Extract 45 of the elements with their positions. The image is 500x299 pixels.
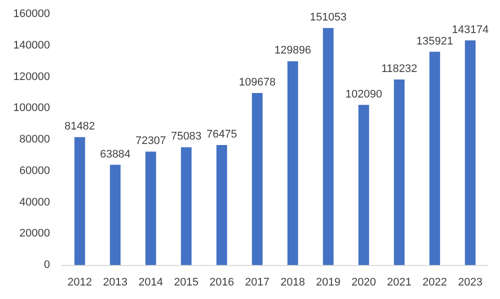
x-tick-label: 2019 xyxy=(316,276,340,288)
y-tick-label: 60000 xyxy=(19,164,50,177)
bar xyxy=(429,52,440,265)
data-label: 143174 xyxy=(452,24,489,36)
x-tick-label: 2020 xyxy=(352,276,376,288)
bar xyxy=(287,61,298,265)
bar xyxy=(358,104,370,265)
y-tick-label: 120000 xyxy=(13,70,50,83)
data-label: 81482 xyxy=(64,120,96,133)
data-label: 135921 xyxy=(416,35,454,48)
bar xyxy=(322,28,334,265)
x-tick-label: 2018 xyxy=(280,276,305,288)
data-label: 118232 xyxy=(381,63,418,76)
bar xyxy=(464,40,476,265)
y-tick-label: 80000 xyxy=(19,134,50,146)
y-tick-label: 0 xyxy=(44,259,50,271)
x-tick-label: 2022 xyxy=(422,276,447,288)
bar xyxy=(180,147,192,265)
y-tick-label: 160000 xyxy=(13,8,50,20)
x-tick-label: 2017 xyxy=(245,276,270,288)
data-label: 129896 xyxy=(274,44,312,57)
x-tick-label: 2021 xyxy=(387,276,412,288)
x-tick-label: 2012 xyxy=(68,276,92,288)
bar xyxy=(394,80,405,265)
x-tick-label: 2023 xyxy=(458,276,482,288)
data-label: 72307 xyxy=(135,135,166,148)
bar xyxy=(145,152,156,265)
data-label: 63884 xyxy=(100,148,131,160)
x-tick-label: 2016 xyxy=(210,276,234,288)
bar xyxy=(216,145,228,265)
y-tick-label: 20000 xyxy=(19,228,50,240)
x-tick-label: 2015 xyxy=(174,276,198,288)
data-label: 102090 xyxy=(345,88,382,100)
bar xyxy=(252,92,263,265)
y-tick-label: 140000 xyxy=(13,39,50,52)
y-tick-label: 100000 xyxy=(13,102,50,114)
data-label: 151053 xyxy=(310,12,347,24)
data-label: 109678 xyxy=(238,76,276,88)
data-label: 76475 xyxy=(206,128,238,141)
x-tick-label: 2013 xyxy=(103,276,128,288)
bar xyxy=(110,164,121,265)
bar xyxy=(74,137,86,265)
data-label: 75083 xyxy=(170,130,202,143)
y-tick-label: 40000 xyxy=(19,196,50,208)
x-tick-label: 2014 xyxy=(138,276,163,288)
